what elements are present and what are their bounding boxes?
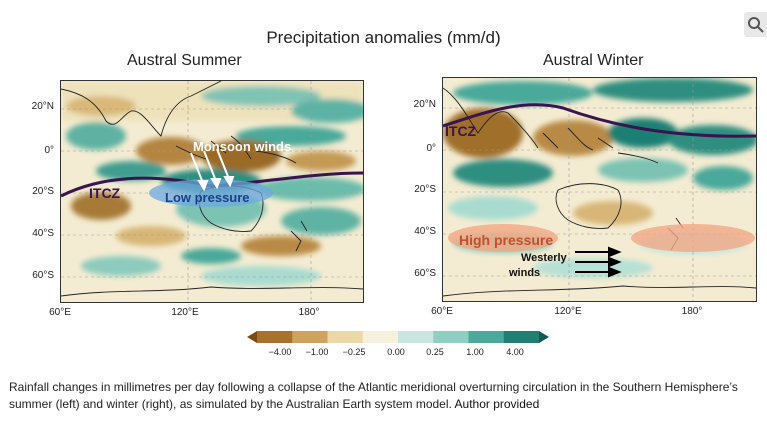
panel-title-winter: Austral Winter <box>543 52 644 69</box>
lon-tick: 120°E <box>554 306 582 317</box>
caption-text: Rainfall changes in millimetres per day … <box>9 380 738 411</box>
colorbar-cell <box>398 331 434 343</box>
lat-tick: 40°S <box>414 226 436 237</box>
figure-caption: Rainfall changes in millimetres per day … <box>9 379 754 413</box>
caption-credit: Author provided <box>454 397 540 411</box>
search-icon <box>748 17 764 33</box>
search-button[interactable] <box>744 12 767 37</box>
lat-tick: 40°S <box>32 228 54 239</box>
colorbar-label: 0.00 <box>387 347 405 357</box>
colorbar-label: −4.00 <box>268 347 292 357</box>
annotation-monsoon-winds: Monsoon winds <box>193 139 292 154</box>
colorbar-cell <box>468 331 505 343</box>
lon-tick: 60°E <box>49 307 71 318</box>
colorbar-cell <box>292 331 328 343</box>
lon-tick: 180° <box>681 306 703 317</box>
annotation-low-pressure: Low pressure <box>165 190 250 205</box>
lat-tick: 60°S <box>414 268 436 279</box>
colorbar-label: 4.00 <box>506 347 524 357</box>
colorbar-cell <box>257 331 293 343</box>
map-summer: Monsoon winds ITCZ Low pressure <box>60 80 364 303</box>
colorbar-cell <box>247 331 257 343</box>
lat-tick: 0° <box>44 145 54 156</box>
colorbar-label: 1.00 <box>466 347 484 357</box>
lat-tick: 20°N <box>413 99 436 110</box>
lon-tick: 60°E <box>431 306 453 317</box>
colorbar <box>247 331 549 343</box>
precip-field-winter <box>443 78 756 301</box>
colorbar-cell <box>433 331 469 343</box>
colorbar-cell <box>362 331 399 343</box>
lon-tick: 120°E <box>171 307 199 318</box>
precip-field-summer <box>61 81 363 302</box>
figure-title: Precipitation anomalies (mm/d) <box>266 28 501 47</box>
annotation-itcz-summer: ITCZ <box>89 185 121 201</box>
annotation-westerly: Westerly <box>521 252 567 264</box>
colorbar-cell <box>503 331 540 343</box>
panel-title-summer: Austral Summer <box>127 52 242 69</box>
annotation-itcz-winter: ITCZ <box>445 123 477 139</box>
colorbar-label: −1.00 <box>305 347 329 357</box>
map-winter: ITCZ High pressure Westerly winds <box>442 77 757 302</box>
lon-tick: 180° <box>298 307 320 318</box>
lat-tick: 20°S <box>32 186 54 197</box>
colorbar-label: 0.25 <box>426 347 444 357</box>
annotation-high-pressure: High pressure <box>459 232 554 248</box>
colorbar-cell <box>539 331 549 343</box>
lat-tick: 60°S <box>32 270 54 281</box>
colorbar-cell <box>327 331 364 343</box>
lat-tick: 20°N <box>31 101 54 112</box>
colorbar-label: −0.25 <box>342 347 366 357</box>
annotation-winds: winds <box>509 267 541 279</box>
lat-tick: 20°S <box>414 184 436 195</box>
lat-tick: 0° <box>426 143 436 154</box>
